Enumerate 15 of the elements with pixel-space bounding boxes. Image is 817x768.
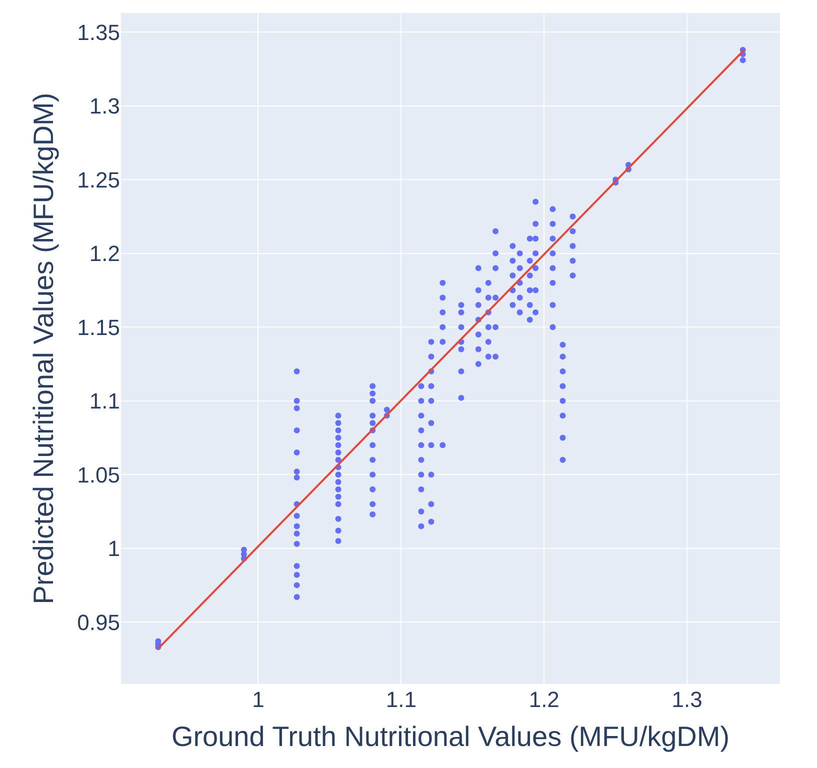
y-tick-label: 1.35 (77, 20, 120, 45)
y-tick-label: 0.95 (77, 610, 120, 635)
x-tick-label: 1.2 (528, 687, 560, 712)
x-tick-label: 1 (252, 687, 264, 712)
y-tick-label: 1.2 (89, 241, 120, 266)
y-tick-label: 1.3 (89, 94, 120, 119)
x-axis-title: Ground Truth Nutritional Values (MFU/kgDM) (171, 721, 730, 752)
y-axis-title: Predicted Nutritional Values (MFU/kgDM) (28, 92, 59, 604)
y-tick-label: 1.15 (77, 314, 120, 340)
y-tick-label: 1.1 (89, 388, 120, 414)
y-tick-label: 1 (108, 536, 120, 562)
x-tick-label: 1.1 (386, 687, 416, 712)
y-tick-label: 1.25 (77, 167, 120, 192)
y-tick-label: 1.05 (77, 462, 120, 488)
x-tick-label: 1.3 (672, 687, 702, 712)
